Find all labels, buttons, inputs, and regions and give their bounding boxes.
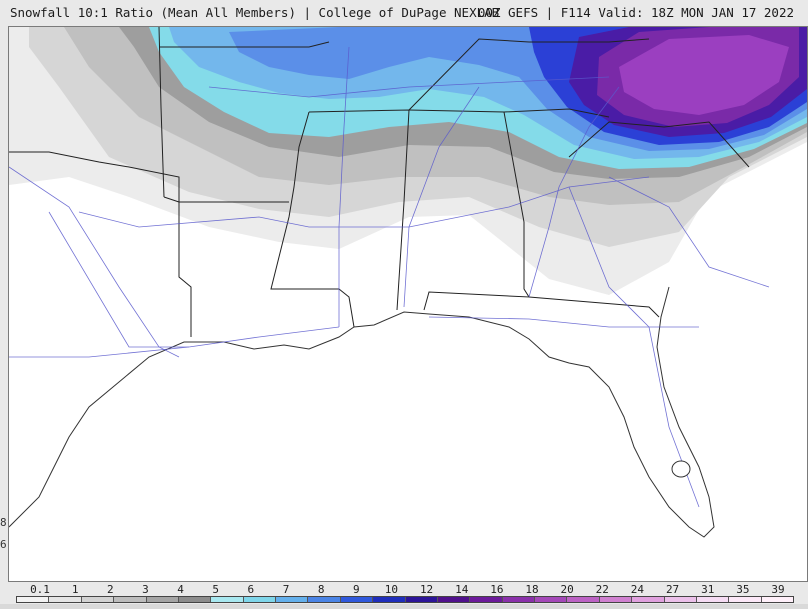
legend-swatch: [437, 597, 471, 602]
legend-swatch: [81, 597, 115, 602]
side-tick-marks: 8 6: [0, 512, 7, 556]
highways: [9, 46, 770, 508]
legend-color-bar: [16, 596, 794, 603]
legend-label: 1: [71, 583, 79, 596]
legend-swatch: [276, 597, 309, 602]
legend-swatch: [567, 597, 600, 602]
legend-swatch: [664, 597, 697, 602]
legend-label: 5: [212, 583, 220, 596]
legend-swatch: [373, 597, 406, 602]
legend-label: 3: [142, 583, 149, 596]
legend-label: 9: [352, 583, 360, 596]
legend-label: 20: [560, 583, 574, 596]
legend-swatch: [146, 597, 179, 602]
legend-label: 7: [282, 583, 290, 596]
legend-swatch: [729, 597, 762, 602]
legend-label: 10: [384, 583, 399, 596]
legend-swatch: [17, 597, 50, 602]
state-borders: [9, 27, 750, 337]
legend-swatch: [470, 597, 503, 602]
legend-swatch: [308, 597, 341, 602]
bottom-strip: [0, 604, 808, 609]
legend-label: 12: [419, 583, 434, 596]
legend-label: 22: [595, 583, 609, 596]
legend-swatch: [211, 597, 244, 602]
legend-swatch: [178, 597, 212, 602]
legend-swatch: [49, 597, 82, 602]
legend-swatch: [696, 597, 730, 602]
valid-time-label: 00Z GEFS | F114 Valid: 18Z MON JAN 17 20…: [477, 5, 794, 20]
legend-swatch: [405, 597, 438, 602]
legend-label: 4: [177, 583, 184, 596]
legend-label: 27: [665, 583, 680, 596]
legend-labels: 0.1 1 2 3 4 5 6 7 8 9 10 12 14 16 18 20 22 24 27 31 35 39: [0, 583, 808, 596]
legend-label: 31: [701, 583, 715, 596]
legend-swatch: [243, 597, 276, 602]
legend-label: 8: [317, 583, 325, 596]
legend-label: 2: [106, 583, 114, 596]
legend-swatch: [632, 597, 665, 602]
legend-swatch: [761, 597, 793, 602]
legend-label: 16: [490, 583, 504, 596]
gulf-coastline: [9, 286, 715, 538]
product-title: Snowfall 10:1 Ratio (Mean All Members) |…: [10, 5, 500, 20]
legend-label: 18: [525, 583, 539, 596]
side-mark: 8: [0, 516, 7, 529]
legend-label: 35: [736, 583, 750, 596]
legend-swatch: [502, 597, 535, 602]
lake-okeechobee: [671, 460, 691, 478]
legend-swatch: [599, 597, 633, 602]
legend-label: 14: [455, 583, 469, 596]
snowfall-map[interactable]: [8, 26, 808, 582]
snowfall-band-12in: [619, 35, 789, 115]
legend-label: 6: [247, 583, 255, 596]
legend-label: 39: [771, 583, 785, 596]
legend-swatch: [114, 597, 147, 602]
side-mark: 6: [0, 538, 7, 551]
legend-label: 0.1: [30, 583, 50, 596]
legend-label: 24: [630, 583, 645, 596]
legend-swatch: [340, 597, 374, 602]
legend-swatch: [535, 597, 568, 602]
